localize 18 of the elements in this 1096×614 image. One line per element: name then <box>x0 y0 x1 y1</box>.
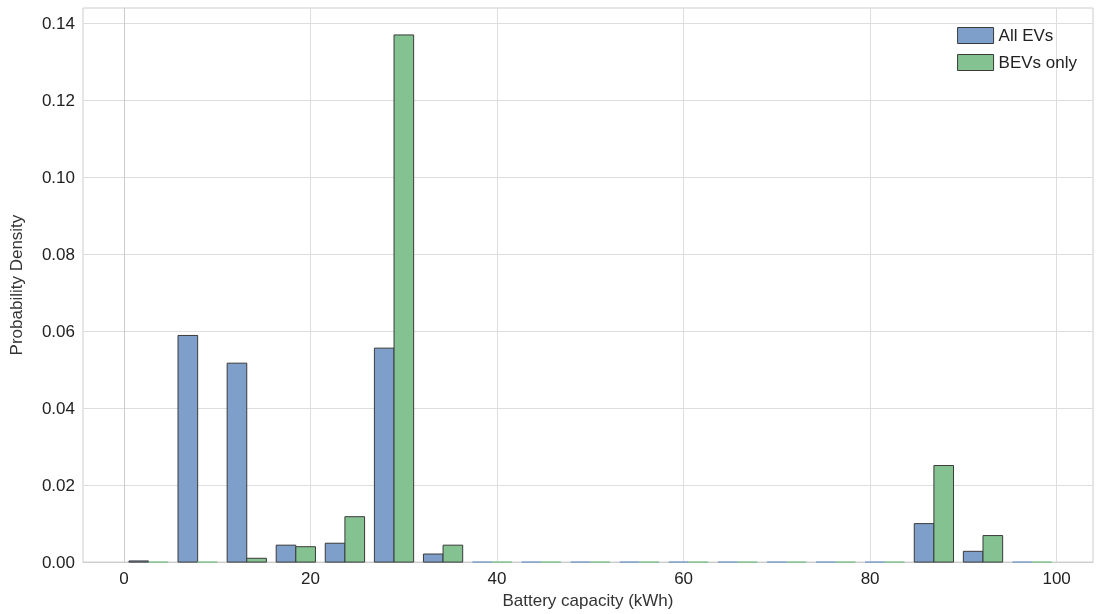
x-tick-label: 20 <box>301 569 321 589</box>
x-tick-label: 40 <box>487 569 507 589</box>
y-tick-label: 0.14 <box>41 13 75 33</box>
x-axis-title: Battery capacity (kWh) <box>502 591 674 610</box>
x-tick-label: 0 <box>119 569 129 589</box>
y-tick-label: 0.02 <box>41 475 75 495</box>
y-tick-label: 0.10 <box>41 167 75 187</box>
x-tick-label: 80 <box>860 569 880 589</box>
y-tick-label: 0.04 <box>41 398 75 418</box>
x-tick-label: 60 <box>674 569 694 589</box>
x-tick-label: 100 <box>1042 569 1071 589</box>
y-tick-label: 0.08 <box>41 244 75 264</box>
y-tick-label: 0.12 <box>41 90 75 110</box>
y-tick-label: 0.06 <box>41 321 75 341</box>
y-tick-label: 0.00 <box>41 552 75 572</box>
y-axis-title: Probability Density <box>7 214 26 356</box>
legend-label: BEVs only <box>998 53 1078 72</box>
legend-label: All EVs <box>998 26 1054 45</box>
